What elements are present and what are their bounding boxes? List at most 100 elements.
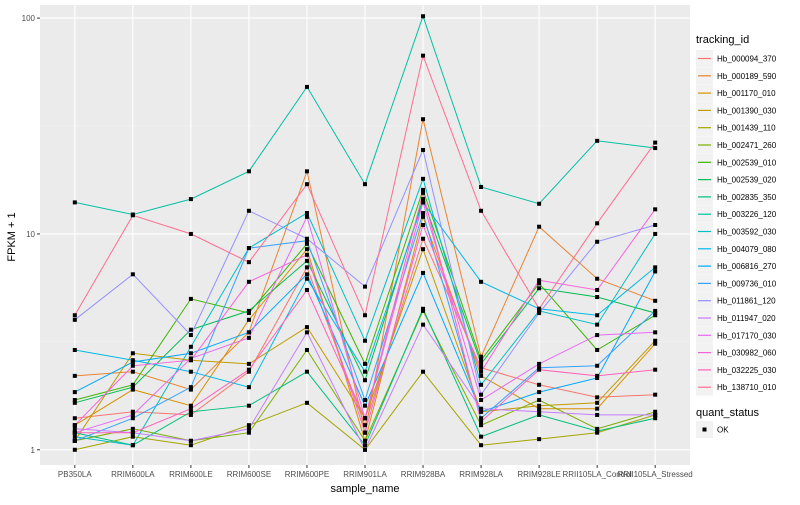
legend-label: Hb_006816_270 <box>717 262 777 271</box>
legend-label: Hb_003226_120 <box>717 210 777 219</box>
x-tick-label: RRIM928BA <box>401 470 446 479</box>
data-point <box>479 443 484 448</box>
data-point <box>653 298 658 303</box>
data-point <box>653 222 658 227</box>
data-point <box>421 308 426 313</box>
data-point <box>363 443 367 448</box>
data-point <box>479 279 484 284</box>
data-point <box>130 363 135 368</box>
data-point <box>188 438 193 443</box>
data-point <box>421 53 426 58</box>
data-point <box>363 438 367 443</box>
legend-label: Hb_011861_120 <box>717 297 776 306</box>
data-point <box>188 351 193 356</box>
data-point <box>537 361 542 366</box>
data-point <box>595 395 600 400</box>
data-point <box>130 351 135 356</box>
data-point <box>421 214 426 219</box>
data-point <box>421 270 426 275</box>
y-tick-label: 1 <box>31 446 36 455</box>
data-point <box>363 416 367 421</box>
x-tick-label: RRII105LA_Stressed <box>618 470 693 479</box>
data-point <box>304 258 309 263</box>
data-point <box>537 409 542 414</box>
data-point <box>595 322 600 327</box>
legend-label: Hb_017170_030 <box>717 331 777 340</box>
data-point <box>304 276 309 281</box>
data-point <box>72 423 77 428</box>
data-point <box>537 412 542 417</box>
data-point <box>246 208 251 213</box>
data-point <box>595 276 600 281</box>
data-point <box>653 367 658 372</box>
data-point <box>130 412 135 417</box>
data-point <box>363 430 367 435</box>
data-point <box>130 409 135 414</box>
data-point <box>537 286 542 291</box>
x-tick-label: RRII105LA_Control <box>562 470 632 479</box>
data-point <box>130 385 135 390</box>
data-point <box>188 387 193 392</box>
data-point <box>72 390 77 395</box>
data-points <box>72 14 658 452</box>
data-point <box>304 214 309 219</box>
data-point <box>653 330 658 335</box>
data-point <box>595 429 600 434</box>
data-point <box>421 322 426 327</box>
data-point <box>188 197 193 202</box>
data-point <box>421 147 426 152</box>
data-point <box>479 184 484 189</box>
data-point <box>188 327 193 332</box>
data-point <box>246 361 251 366</box>
data-point <box>595 221 600 226</box>
data-point <box>304 182 309 187</box>
data-point <box>304 272 309 277</box>
data-point <box>595 239 600 244</box>
legend-label: Hb_001439_110 <box>717 124 776 133</box>
data-point <box>595 333 600 338</box>
legend-label: Hb_009736_010 <box>717 279 777 288</box>
data-point <box>537 278 542 283</box>
data-point <box>479 409 484 414</box>
y-axis-title: FPKM + 1 <box>6 212 18 261</box>
x-tick-label: PB350LA <box>58 470 92 479</box>
data-point <box>479 398 484 403</box>
data-point <box>72 200 77 205</box>
data-point <box>130 416 135 421</box>
data-point <box>595 363 600 368</box>
data-point <box>188 333 193 338</box>
data-point <box>363 403 367 408</box>
data-point <box>246 246 251 251</box>
data-point <box>72 373 77 378</box>
x-tick-label: RRIM600SE <box>227 470 271 479</box>
data-point <box>72 434 77 439</box>
data-point <box>653 412 658 417</box>
data-point <box>479 416 484 421</box>
legend-label: Hb_011947_020 <box>717 314 776 323</box>
data-point <box>479 406 484 411</box>
data-point <box>72 400 77 405</box>
data-point <box>304 247 309 252</box>
data-point <box>246 317 251 322</box>
data-point <box>304 236 309 241</box>
data-point <box>653 416 658 421</box>
data-point <box>595 376 600 381</box>
data-point <box>537 390 542 395</box>
data-point <box>595 426 600 431</box>
data-point <box>72 438 77 443</box>
legend-label: Hb_001170_010 <box>717 89 776 98</box>
data-point <box>479 369 484 374</box>
data-point <box>130 443 135 448</box>
legend-label: Hb_003592_030 <box>717 228 777 237</box>
data-point <box>304 369 309 374</box>
data-point <box>304 287 309 292</box>
data-point <box>246 426 251 431</box>
data-point <box>479 392 484 397</box>
data-point <box>595 406 600 411</box>
data-point <box>363 313 367 318</box>
data-point <box>537 367 542 372</box>
data-point <box>595 373 600 378</box>
legend-label: Hb_030982_060 <box>717 349 777 358</box>
y-tick-label: 10 <box>26 230 35 239</box>
data-point <box>595 400 600 405</box>
